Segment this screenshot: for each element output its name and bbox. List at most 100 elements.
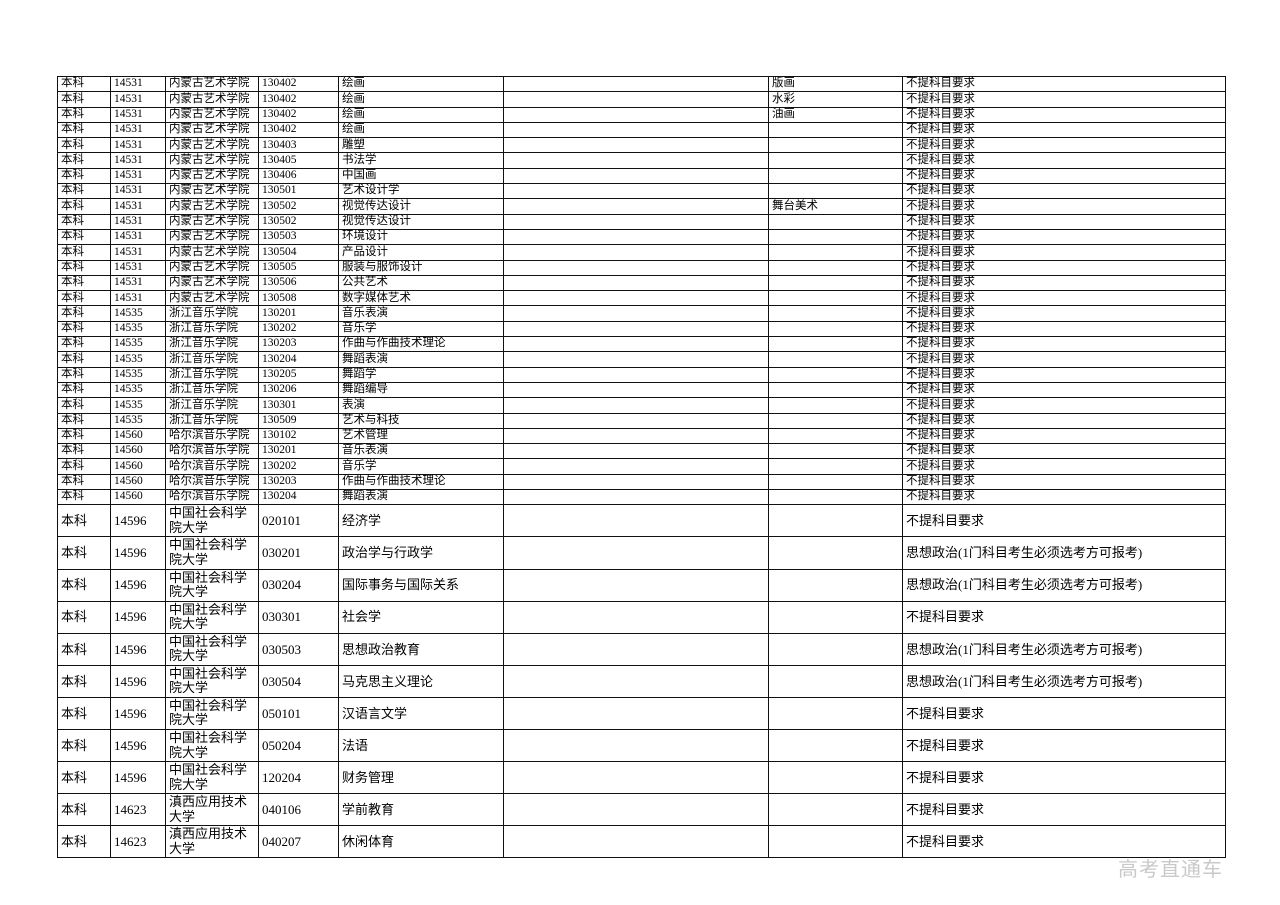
cell-school: 浙江音乐学院 (165, 336, 259, 353)
cell-note (503, 244, 769, 261)
cell-code: 14535 (110, 366, 166, 383)
cell-level: 本科 (57, 121, 111, 139)
cell-level: 本科 (57, 489, 111, 506)
cell-major: 环境设计 (338, 228, 504, 246)
cell-level: 本科 (57, 336, 111, 353)
table-row: 本科 14535 浙江音乐学院 130202 音乐学 不提科目要求 (57, 320, 1226, 338)
cell-subject: 不提科目要求 (902, 75, 1226, 93)
cell-direction (768, 412, 903, 429)
table-row: 本科 14535 浙江音乐学院 130201 音乐表演 不提科目要求 (57, 305, 1226, 322)
cell-level: 本科 (57, 213, 111, 230)
cell-direction (768, 696, 903, 730)
cell-code: 14560 (110, 489, 166, 506)
cell-major: 舞蹈表演 (338, 489, 504, 506)
cell-direction (768, 167, 903, 185)
table-row: 本科 14531 内蒙古艺术学院 130501 艺术设计学 不提科目要求 (57, 183, 1226, 200)
cell-school: 滇西应用技术大学 (165, 825, 259, 859)
cell-subject: 不提科目要求 (902, 473, 1226, 491)
cell-school: 哈尔滨音乐学院 (165, 443, 259, 460)
cell-direction (768, 504, 903, 538)
cell-major: 马克思主义理论 (338, 664, 504, 698)
cell-note (503, 183, 769, 200)
table-row: 本科 14531 内蒙古艺术学院 130402 绘画 不提科目要求 (57, 121, 1226, 139)
cell-major: 政治学与行政学 (338, 536, 504, 570)
cell-note (503, 825, 769, 859)
cell-subject: 不提科目要求 (902, 91, 1226, 108)
table-row: 本科 14535 浙江音乐学院 130509 艺术与科技 不提科目要求 (57, 412, 1226, 429)
cell-level: 本科 (57, 106, 111, 123)
cell-code: 14596 (110, 728, 166, 763)
cell-majorcode: 130505 (258, 259, 339, 276)
cell-majorcode: 030204 (258, 568, 339, 602)
cell-subject: 思想政治(1门科目考生必须选考方可报考) (902, 664, 1226, 698)
cell-code: 14560 (110, 473, 166, 491)
cell-subject: 不提科目要求 (902, 728, 1226, 763)
cell-direction (768, 458, 903, 475)
table-row: 本科 14535 浙江音乐学院 130206 舞蹈编导 不提科目要求 (57, 381, 1226, 399)
cell-code: 14535 (110, 336, 166, 353)
cell-code: 14531 (110, 228, 166, 246)
cell-majorcode: 020101 (258, 504, 339, 538)
cell-level: 本科 (57, 228, 111, 246)
cell-subject: 不提科目要求 (902, 121, 1226, 139)
cell-code: 14560 (110, 427, 166, 445)
cell-note (503, 305, 769, 322)
cell-code: 14560 (110, 458, 166, 475)
table-row: 本科 14560 哈尔滨音乐学院 130102 艺术管理 不提科目要求 (57, 427, 1226, 445)
cell-note (503, 259, 769, 276)
cell-majorcode: 130502 (258, 198, 339, 215)
cell-level: 本科 (57, 198, 111, 215)
cell-note (503, 91, 769, 108)
cell-note (503, 351, 769, 368)
cell-majorcode: 130201 (258, 305, 339, 322)
cell-direction (768, 473, 903, 491)
cell-subject: 不提科目要求 (902, 761, 1226, 795)
table-row: 本科 14623 滇西应用技术大学 040106 学前教育 不提科目要求 (57, 793, 1226, 827)
cell-subject: 不提科目要求 (902, 793, 1226, 827)
cell-code: 14535 (110, 412, 166, 429)
cell-note (503, 228, 769, 246)
cell-code: 14623 (110, 825, 166, 859)
cell-level: 本科 (57, 568, 111, 602)
cell-subject: 不提科目要求 (902, 167, 1226, 185)
cell-level: 本科 (57, 274, 111, 292)
cell-majorcode: 120204 (258, 761, 339, 795)
cell-major: 绘画 (338, 75, 504, 93)
cell-direction (768, 664, 903, 698)
cell-majorcode: 130402 (258, 91, 339, 108)
cell-major: 公共艺术 (338, 274, 504, 292)
cell-direction (768, 443, 903, 460)
major-subject-requirement-table-container: 本科 14531 内蒙古艺术学院 130402 绘画 版画 不提科目要求 本科 14531 内蒙古… (57, 75, 1226, 859)
major-subject-requirement-table: 本科 14531 内蒙古艺术学院 130402 绘画 版画 不提科目要求 本科 14531 内蒙古… (57, 75, 1226, 859)
cell-note (503, 793, 769, 827)
cell-code: 14596 (110, 664, 166, 698)
cell-major: 表演 (338, 397, 504, 414)
cell-level: 本科 (57, 761, 111, 795)
cell-note (503, 412, 769, 429)
cell-code: 14531 (110, 75, 166, 93)
table-row: 本科 14531 内蒙古艺术学院 130402 绘画 油画 不提科目要求 (57, 106, 1226, 123)
cell-direction (768, 213, 903, 230)
cell-code: 14596 (110, 696, 166, 730)
cell-level: 本科 (57, 504, 111, 538)
cell-direction (768, 728, 903, 763)
cell-majorcode: 130406 (258, 167, 339, 185)
cell-direction (768, 244, 903, 261)
cell-note (503, 761, 769, 795)
cell-note (503, 427, 769, 445)
cell-school: 浙江音乐学院 (165, 320, 259, 338)
cell-direction (768, 228, 903, 246)
cell-subject: 不提科目要求 (902, 320, 1226, 338)
cell-level: 本科 (57, 473, 111, 491)
cell-note (503, 600, 769, 634)
cell-school: 浙江音乐学院 (165, 381, 259, 399)
cell-major: 绘画 (338, 91, 504, 108)
cell-level: 本科 (57, 351, 111, 368)
cell-subject: 不提科目要求 (902, 305, 1226, 322)
cell-majorcode: 130204 (258, 351, 339, 368)
table-row: 本科 14535 浙江音乐学院 130205 舞蹈学 不提科目要求 (57, 366, 1226, 383)
cell-note (503, 290, 769, 307)
cell-subject: 不提科目要求 (902, 244, 1226, 261)
cell-school: 中国社会科学院大学 (165, 664, 259, 698)
cell-school: 内蒙古艺术学院 (165, 137, 259, 154)
